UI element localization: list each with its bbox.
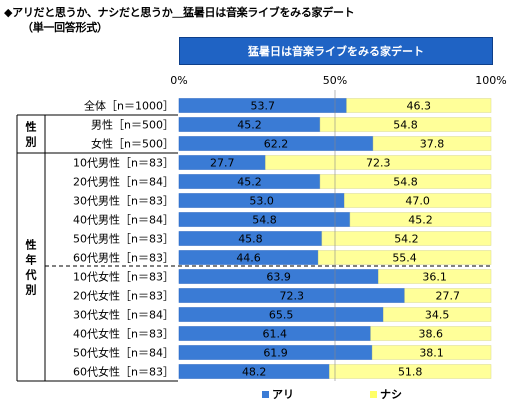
bar-nashi bbox=[317, 250, 492, 265]
category-label: 60代男性［n＝83］ bbox=[73, 251, 174, 265]
value-label-nashi: 38.6 bbox=[419, 328, 444, 341]
category-label: 女性［n＝500］ bbox=[91, 137, 174, 151]
bar-nashi bbox=[349, 212, 492, 227]
category-label: 40代男性［n＝84］ bbox=[73, 213, 174, 227]
value-label-nashi: 72.3 bbox=[366, 157, 391, 170]
chart-subtitle: （単一回答形式） bbox=[22, 21, 108, 34]
bar-nashi bbox=[319, 174, 492, 189]
legend-ari: アリ bbox=[262, 386, 294, 402]
group-label-char: 性 bbox=[26, 120, 37, 134]
value-label-ari: 54.8 bbox=[252, 214, 277, 227]
value-label-nashi: 51.8 bbox=[398, 366, 423, 379]
category-label: 50代女性［n＝84］ bbox=[73, 346, 174, 360]
value-label-nashi: 27.7 bbox=[436, 290, 461, 303]
chart-title: ◆アリだと思うか、ナシだと思うか＿猛暑日は音楽ライブをみる家デート bbox=[4, 6, 355, 19]
value-label-ari: 62.2 bbox=[264, 138, 289, 151]
value-label-nashi: 54.8 bbox=[393, 176, 418, 189]
value-label-ari: 53.7 bbox=[251, 100, 276, 113]
value-label-ari: 72.3 bbox=[280, 290, 305, 303]
category-label: 10代男性［n＝83］ bbox=[73, 156, 174, 170]
group-label-char: 別 bbox=[25, 283, 37, 297]
category-label: 10代女性［n＝83］ bbox=[73, 270, 174, 284]
group-label-char: 性 bbox=[26, 238, 37, 252]
category-label: 全体［n＝1000］ bbox=[84, 99, 174, 113]
value-label-ari: 44.6 bbox=[236, 252, 261, 265]
category-label: 40代女性［n＝83］ bbox=[73, 327, 174, 341]
bar-nashi bbox=[370, 326, 492, 341]
x-tick-label: 50% bbox=[323, 74, 347, 87]
legend-ari-swatch bbox=[262, 390, 269, 398]
legend-nashi: ナシ bbox=[370, 386, 402, 402]
bar-nashi bbox=[265, 155, 492, 170]
value-label-ari: 48.2 bbox=[242, 366, 267, 379]
value-label-nashi: 36.1 bbox=[422, 271, 447, 284]
bar-nashi bbox=[371, 345, 492, 360]
bar-nashi bbox=[404, 288, 492, 303]
value-label-ari: 53.0 bbox=[249, 195, 274, 208]
group-label-char: 別 bbox=[25, 135, 37, 149]
value-label-ari: 63.9 bbox=[266, 271, 291, 284]
bar-nashi bbox=[372, 136, 492, 151]
x-tick-label: 0% bbox=[170, 74, 187, 87]
value-label-ari: 45.8 bbox=[238, 233, 263, 246]
bar-nashi bbox=[329, 364, 492, 379]
value-label-nashi: 55.4 bbox=[392, 252, 417, 265]
legend-nashi-label: ナシ bbox=[380, 388, 402, 401]
value-label-ari: 65.5 bbox=[269, 309, 294, 322]
value-label-nashi: 37.8 bbox=[420, 138, 445, 151]
category-label: 30代男性［n＝83］ bbox=[73, 194, 174, 208]
value-label-nashi: 54.2 bbox=[394, 233, 419, 246]
bar-nashi bbox=[344, 193, 492, 208]
value-label-nashi: 54.8 bbox=[393, 119, 418, 132]
value-label-nashi: 45.2 bbox=[408, 214, 433, 227]
category-label: 20代男性［n＝84］ bbox=[73, 175, 174, 189]
value-label-nashi: 46.3 bbox=[407, 100, 432, 113]
group-label-char: 代 bbox=[25, 268, 37, 282]
legend-nashi-swatch bbox=[370, 390, 377, 398]
value-label-nashi: 34.5 bbox=[425, 309, 450, 322]
value-label-ari: 45.2 bbox=[237, 119, 262, 132]
category-label: 50代男性［n＝83］ bbox=[73, 232, 174, 246]
category-label: 30代女性［n＝84］ bbox=[73, 308, 174, 322]
category-label: 男性［n＝500］ bbox=[91, 118, 174, 132]
value-label-ari: 45.2 bbox=[237, 176, 262, 189]
legend-ari-label: アリ bbox=[272, 388, 294, 401]
bar-nashi bbox=[319, 117, 492, 132]
value-label-ari: 27.7 bbox=[210, 157, 235, 170]
x-tick-label: 100% bbox=[475, 74, 506, 87]
value-label-ari: 61.4 bbox=[263, 328, 288, 341]
bar-nashi bbox=[383, 307, 492, 322]
group-label-char: 年 bbox=[26, 253, 37, 267]
bar-nashi bbox=[321, 231, 492, 246]
value-label-ari: 61.9 bbox=[263, 347, 288, 360]
category-label: 60代女性［n＝83］ bbox=[73, 365, 174, 379]
value-label-nashi: 47.0 bbox=[405, 195, 430, 208]
value-label-nashi: 38.1 bbox=[419, 347, 444, 360]
bar-nashi bbox=[378, 269, 492, 284]
bar-nashi bbox=[346, 98, 492, 113]
category-label: 20代女性［n＝83］ bbox=[73, 289, 174, 303]
bar-label-box: 猛暑日は音楽ライブをみる家デート bbox=[179, 37, 493, 65]
